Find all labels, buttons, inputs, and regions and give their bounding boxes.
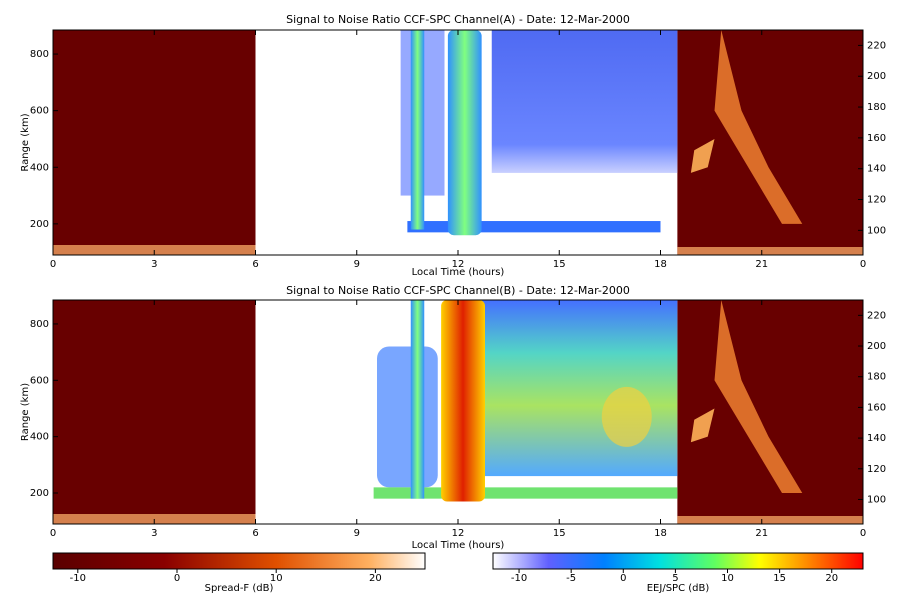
x-tick-label: 21 (755, 528, 768, 539)
colorbar-tick-label: 0 (174, 573, 180, 584)
y-tick-label: 800 (30, 319, 49, 330)
x-tick-label: 18 (654, 528, 667, 539)
spread-f-block (53, 30, 256, 255)
colorbar-label: Spread-F (dB) (205, 583, 274, 594)
y2-tick-label: 180 (867, 372, 886, 383)
y-axis-label: Range (km) (20, 383, 31, 441)
x-tick-label: 6 (252, 259, 258, 270)
heatmap (53, 300, 863, 524)
y2-tick-label: 220 (867, 40, 886, 51)
x-tick-label: 21 (755, 259, 768, 270)
x-tick-label: 6 (252, 528, 258, 539)
panel-title: Signal to Noise Ratio CCF-SPC Channel(A)… (286, 13, 630, 26)
echo-peak (601, 386, 652, 447)
colorbar-tick-label: -10 (70, 573, 86, 584)
x-tick-label: 12 (452, 259, 465, 270)
spread-f-block (677, 300, 863, 524)
y2-tick-label: 140 (867, 433, 886, 444)
y2-tick-label: 160 (867, 133, 886, 144)
y-tick-label: 600 (30, 106, 49, 117)
colorbar-tick-label: 5 (672, 573, 678, 584)
x-tick-label: 9 (354, 259, 360, 270)
colorbar (492, 552, 864, 570)
x-axis-label: Local Time (hours) (412, 267, 505, 278)
colorbar-label: EEJ/SPC (dB) (647, 583, 710, 594)
x-axis-label: Local Time (hours) (412, 540, 505, 551)
x-tick-label: 9 (354, 528, 360, 539)
aurora-streak (714, 300, 803, 494)
bottom-band (677, 247, 863, 255)
x-tick-label: 3 (151, 528, 157, 539)
echo-column (441, 300, 485, 502)
y2-tick-label: 100 (867, 494, 886, 505)
y2-tick-label: 100 (867, 225, 886, 236)
x-tick-label: 15 (553, 528, 566, 539)
colorbar-tick-label: 10 (721, 573, 734, 584)
y2-tick-label: 160 (867, 402, 886, 413)
y-axis-label: Range (km) (20, 113, 31, 171)
colorbar-tick-label: -5 (566, 573, 576, 584)
x-tick-label: 0 (50, 259, 56, 270)
aurora-streak (714, 30, 803, 224)
y2-tick-label: 220 (867, 310, 886, 321)
x-tick-label: 12 (452, 528, 465, 539)
colorbar-tick-label: -10 (511, 573, 527, 584)
aurora-streak (690, 138, 715, 173)
x-tick-label: 3 (151, 259, 157, 270)
x-tick-label: 18 (654, 259, 667, 270)
colorbar (52, 552, 426, 570)
y-tick-label: 200 (30, 219, 49, 230)
x-tick-label: 15 (553, 259, 566, 270)
y2-tick-label: 200 (867, 341, 886, 352)
echo-region (377, 346, 438, 488)
x-tick-label: 0 (860, 259, 866, 270)
colorbar-tick-label: 0 (620, 573, 626, 584)
echo-region (481, 300, 678, 477)
y2-tick-label: 200 (867, 71, 886, 82)
colorbar-tick-label: 15 (773, 573, 786, 584)
y-tick-label: 400 (30, 162, 49, 173)
y2-tick-label: 140 (867, 164, 886, 175)
colorbar-tick-label: 20 (825, 573, 838, 584)
echo-column (447, 30, 482, 236)
colorbar-tick-label: 20 (369, 573, 382, 584)
echo-region (491, 30, 678, 173)
y-tick-label: 400 (30, 432, 49, 443)
bottom-band (677, 516, 863, 524)
echo-column (410, 30, 425, 230)
echo-column (410, 300, 425, 499)
panel-title: Signal to Noise Ratio CCF-SPC Channel(B)… (286, 284, 630, 297)
spread-f-block (677, 30, 863, 255)
aurora-streak (690, 408, 715, 443)
y-tick-label: 200 (30, 488, 49, 499)
heatmap (53, 30, 863, 255)
y2-tick-label: 120 (867, 195, 886, 206)
y-tick-label: 600 (30, 375, 49, 386)
y2-tick-label: 180 (867, 102, 886, 113)
colorbar-tick-label: 10 (270, 573, 283, 584)
y-tick-label: 800 (30, 49, 49, 60)
spread-f-block (53, 300, 256, 524)
eej-band (373, 487, 678, 499)
y2-tick-label: 120 (867, 464, 886, 475)
x-tick-label: 0 (860, 528, 866, 539)
x-tick-label: 0 (50, 528, 56, 539)
eej-band (407, 221, 661, 233)
